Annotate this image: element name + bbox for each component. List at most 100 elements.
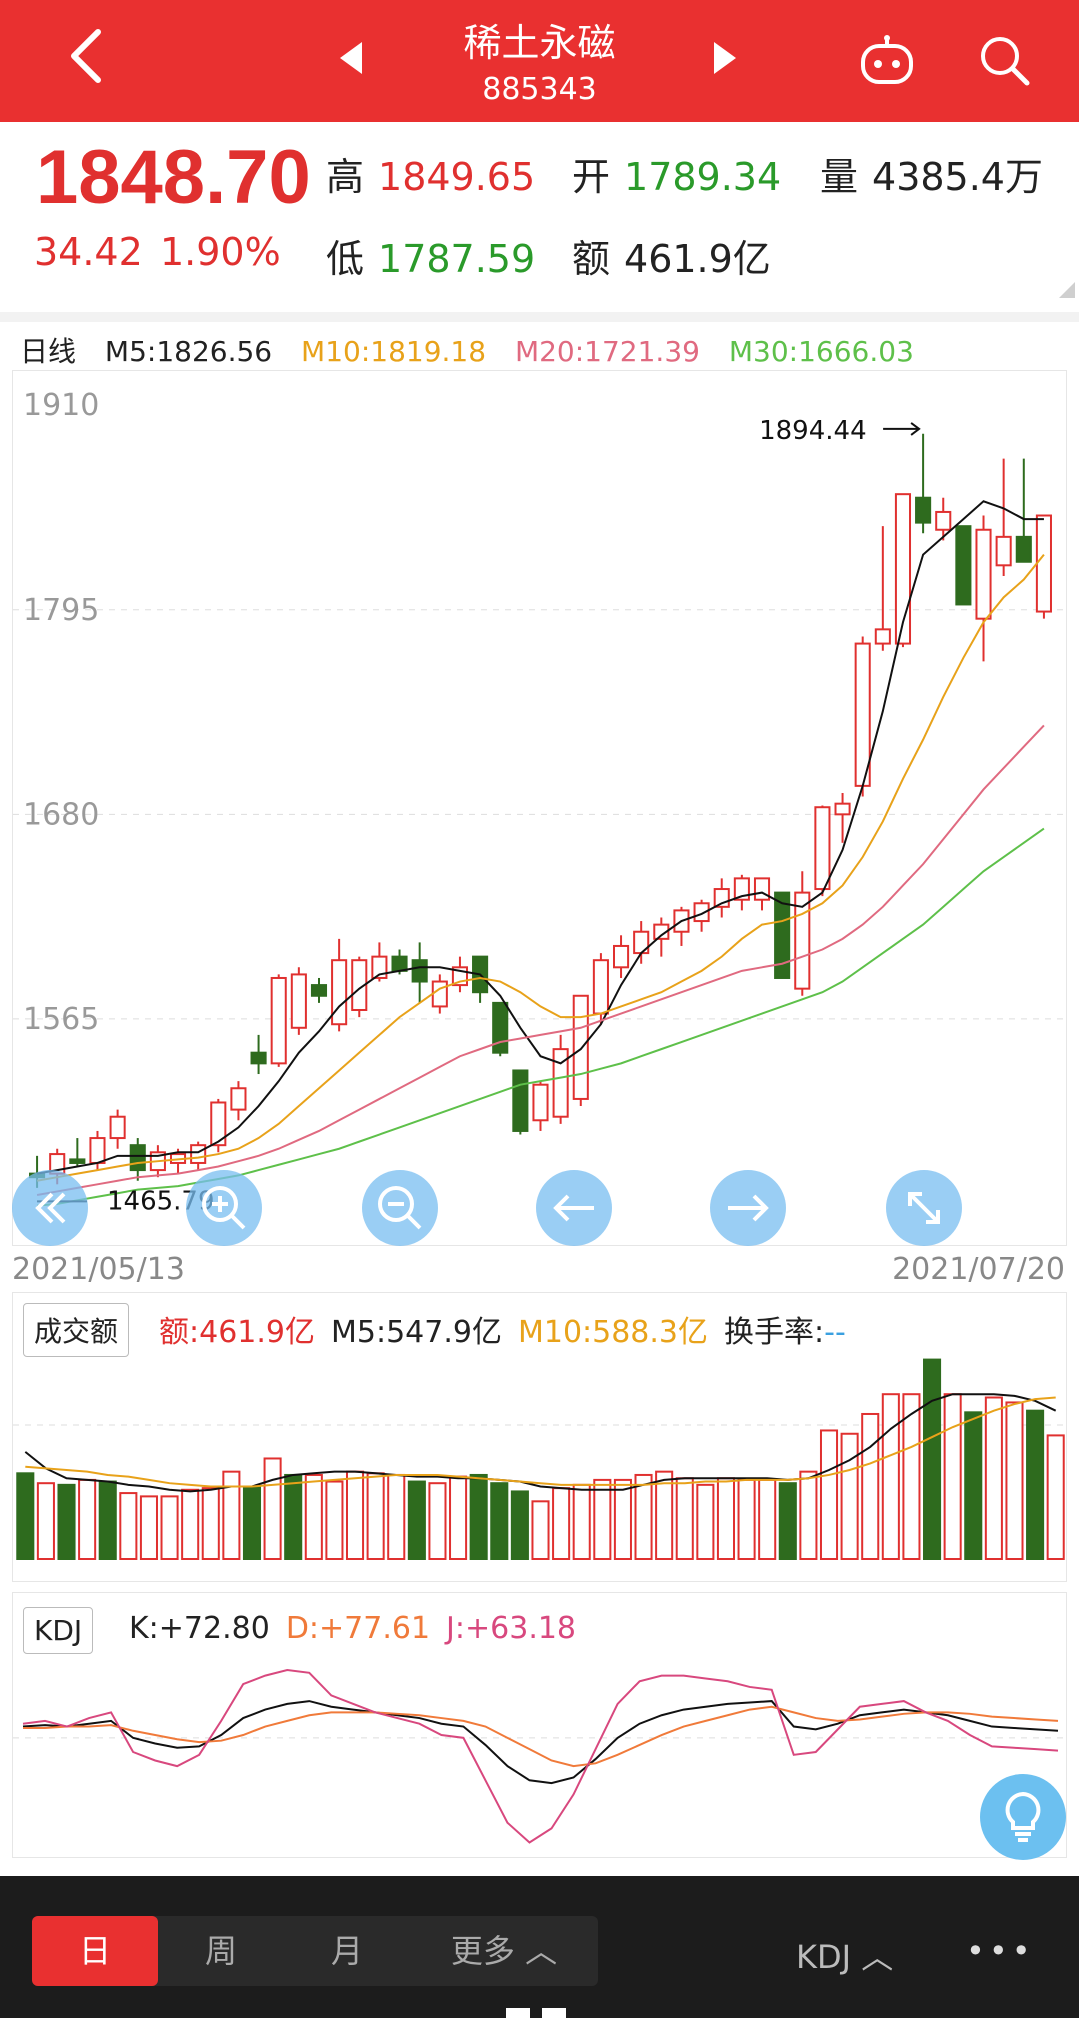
candle-body (733, 877, 750, 901)
high-value: 1849.65 (378, 155, 536, 199)
price-change: 34.42 (34, 230, 143, 274)
ma-line-m5 (36, 500, 1044, 1175)
volume-bar (1005, 1401, 1024, 1560)
volume-bar (902, 1393, 921, 1560)
volume-bar (984, 1396, 1003, 1560)
candle-body (290, 973, 307, 1029)
back-button[interactable] (58, 26, 118, 86)
low-price: 低 1787.59 (326, 228, 535, 283)
volume-ma5: M5:547.9亿 (331, 1315, 502, 1350)
volume-bar (345, 1470, 365, 1561)
low-value: 1787.59 (378, 237, 536, 281)
volume-label: 量 (820, 155, 859, 199)
volume-bar (366, 1472, 385, 1560)
y-tick-label: 1795 (23, 593, 99, 628)
previous-stock-button[interactable] (336, 40, 366, 76)
robot-assistant-button[interactable] (858, 34, 916, 86)
volume-bar (263, 1457, 282, 1560)
volume-chart[interactable]: 成交额 额:461.9亿 M5:547.9亿 M10:588.3亿 换手率:-- (12, 1292, 1068, 1582)
expand-corner-icon[interactable] (1059, 282, 1075, 298)
volume-amount: 额:461.9亿 (159, 1315, 315, 1350)
stock-name: 稀土永磁 (463, 21, 616, 65)
kdj-indicator-tag[interactable]: KDJ (23, 1607, 94, 1654)
volume-ma10-line (25, 1396, 1056, 1488)
high-label: 高 (326, 155, 365, 199)
volume-bar (469, 1473, 488, 1560)
volume-bar (78, 1478, 97, 1560)
next-stock-button[interactable] (710, 40, 740, 76)
volume-bar (139, 1495, 158, 1561)
volume-bar (737, 1478, 756, 1560)
divider (0, 312, 1079, 322)
candle-body (1015, 535, 1032, 563)
max-price-label: 1894.44 (759, 416, 867, 446)
candle-body (230, 1087, 247, 1111)
triangle-left-icon (340, 42, 362, 74)
y-tick-label: 1565 (23, 1002, 99, 1037)
volume-bar (201, 1487, 220, 1560)
scroll-left-button[interactable] (536, 1170, 612, 1246)
candle-body (371, 955, 388, 979)
volume-bar (758, 1478, 777, 1560)
kdj-k-line (22, 1700, 1059, 1785)
volume-bar (57, 1483, 76, 1560)
more-options-button[interactable]: ••• (966, 1932, 1035, 1970)
tab-more[interactable]: 更多 ︿ (450, 1932, 558, 1970)
fullscreen-button[interactable] (886, 1170, 962, 1246)
turnover-label: 换手率: (724, 1315, 825, 1350)
ma20-value: M20:1721.39 (514, 335, 700, 368)
period-label: 日线 (20, 335, 77, 368)
volume-indicator-tag[interactable]: 成交额 (23, 1303, 130, 1357)
kdj-svg (13, 1668, 1068, 1844)
search-button[interactable] (976, 32, 1032, 88)
volume-bar (634, 1473, 653, 1560)
candle-body (874, 628, 891, 645)
kdj-chart[interactable]: KDJ K:+72.80 D:+77.61 J:+63.18 (12, 1592, 1068, 1858)
lightbulb-icon (1005, 1791, 1041, 1842)
volume-bar (531, 1500, 550, 1561)
candle-body (915, 496, 932, 524)
chevron-left-icon (71, 29, 101, 83)
high-price: 高 1849.65 (326, 146, 535, 201)
volume-bar (552, 1487, 571, 1560)
scroll-start-button[interactable] (12, 1170, 88, 1246)
tab-month[interactable]: 月 (330, 1932, 363, 1970)
kdj-legend: K:+72.80 D:+77.61 J:+63.18 (129, 1611, 592, 1646)
max-arrow-head (910, 422, 921, 436)
volume-bar (840, 1432, 859, 1560)
kdj-j-line (22, 1668, 1059, 1844)
tab-day[interactable]: 日 (32, 1916, 158, 1986)
volume-bar (675, 1477, 694, 1560)
candle-body (270, 976, 287, 1065)
tab-week[interactable]: 周 (204, 1932, 237, 1970)
volume-bar (593, 1478, 612, 1560)
candle-body (431, 980, 448, 1008)
candlestick-chart[interactable]: 1910 1795 1680 1565 1894.44 1465.79 (12, 370, 1068, 1246)
scroll-right-button[interactable] (710, 1170, 786, 1246)
candle-body (190, 1144, 207, 1164)
current-price: 1848.70 (36, 135, 311, 220)
volume: 量 4385.4万 (820, 146, 1043, 201)
volume-ma5-line (24, 1393, 1057, 1493)
indicator-selector[interactable]: KDJ ︿ (796, 1938, 894, 1976)
zoom-in-button[interactable] (186, 1170, 262, 1246)
volume-bar (36, 1482, 55, 1560)
volume-bar (490, 1482, 509, 1560)
arrow-right-icon (728, 1194, 769, 1222)
candle-body (774, 891, 791, 979)
volume-bar (964, 1411, 983, 1560)
candle-body (552, 1048, 569, 1118)
kdj-d-value: D:+77.61 (285, 1611, 431, 1646)
tips-button[interactable] (980, 1774, 1066, 1860)
volume-bar (222, 1470, 241, 1561)
ma-line-m20 (36, 724, 1045, 1196)
candle-body (512, 1069, 529, 1132)
candle-body (693, 902, 710, 923)
volume-bar (1026, 1409, 1045, 1561)
candle-body (69, 1158, 86, 1164)
bottom-toolbar: 日 周 月 更多 ︿ KDJ ︿ ••• (0, 1876, 1079, 2018)
volume-bar (242, 1485, 262, 1561)
zoom-out-button[interactable] (362, 1170, 438, 1246)
